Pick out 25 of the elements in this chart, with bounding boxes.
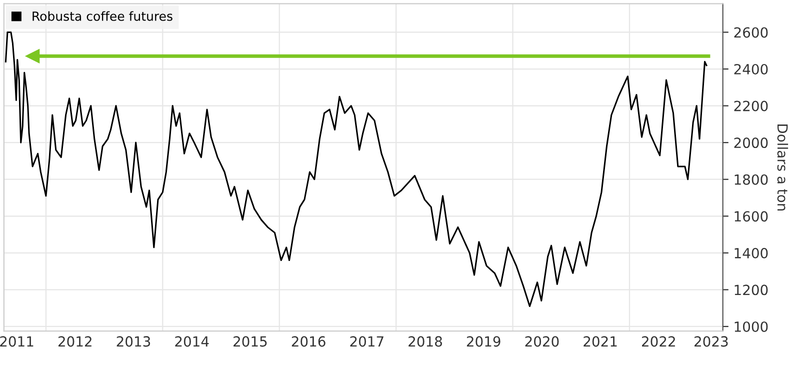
- x-tick-label: 2023: [694, 336, 728, 347]
- y-tick-label: 2400: [734, 64, 768, 74]
- x-tick-label: 2011: [0, 336, 34, 347]
- x-tick-label: 2015: [234, 336, 267, 347]
- x-tick-label: 2020: [525, 336, 559, 347]
- x-tick-label: 2018: [408, 336, 442, 347]
- x-tick-label: 2016: [292, 336, 326, 347]
- x-tick-label: 2019: [466, 336, 500, 347]
- y-tick-label: 1800: [734, 174, 768, 185]
- y-axis-title: Dollars a ton: [777, 124, 788, 210]
- y-tick-label: 2600: [734, 27, 768, 38]
- x-tick-label: 2017: [350, 336, 384, 347]
- y-tick-label: 1000: [734, 321, 768, 332]
- x-tick-label: 2013: [116, 336, 150, 347]
- legend-label: Robusta coffee futures: [32, 11, 172, 21]
- y-tick-label: 2000: [734, 138, 768, 148]
- y-tick-label: 1200: [734, 284, 768, 296]
- x-tick-label: 2012: [58, 336, 92, 347]
- y-tick-label: 1600: [734, 211, 768, 222]
- line-series: [4, 31, 708, 308]
- y-tick-label: 1400: [734, 248, 768, 258]
- y-tick-label: 2200: [734, 100, 768, 112]
- x-tick-label: 2021: [584, 336, 617, 347]
- x-tick-label: 2022: [642, 336, 675, 347]
- x-tick-label: 2014: [175, 336, 209, 347]
